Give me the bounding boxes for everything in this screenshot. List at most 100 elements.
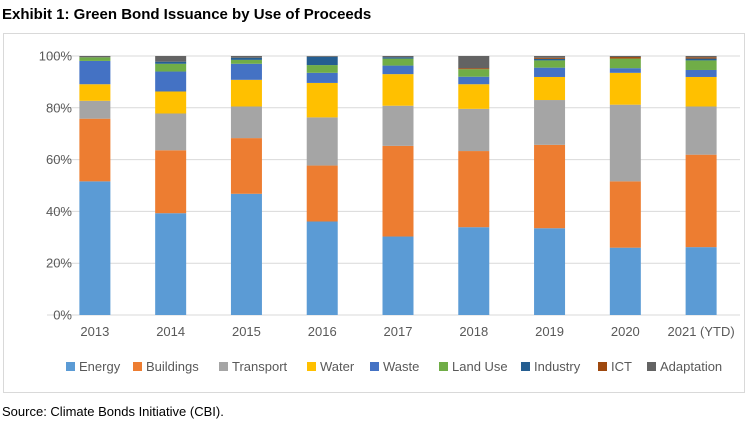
bar-segment-water [306, 82, 338, 118]
bar-segment-water [155, 91, 187, 114]
bar-segment-industry [534, 58, 566, 61]
bar-segment-energy [609, 247, 641, 315]
bar-segment-water [230, 79, 262, 107]
bar-segment-transport [79, 100, 111, 119]
bar-segment-waste [534, 67, 566, 77]
bar-segment-land-use [306, 65, 338, 73]
x-tick-label: 2019 [535, 324, 564, 339]
bar-segment-energy [458, 227, 490, 315]
bar-segment-land-use [534, 60, 566, 68]
bar-segment-adaptation [382, 56, 414, 58]
bar-segment-water [382, 74, 414, 106]
bar-segment-energy [534, 228, 566, 315]
bar-segment-transport [609, 104, 641, 182]
stacked-bar-chart: 0% 20% 40% 60% 80% 100% 2013 2014 2015 2016 2017 20… [39, 49, 740, 374]
bar-segment-transport [155, 113, 187, 151]
bar-segment-land-use [230, 59, 262, 64]
source-note: Source: Climate Bonds Initiative (CBI). [2, 404, 224, 419]
x-tick-label: 2018 [459, 324, 488, 339]
y-tick-label: 60% [46, 152, 72, 167]
bar-segment-waste [306, 72, 338, 83]
bar-segment-waste [382, 65, 414, 75]
x-tick-label: 2020 [611, 324, 640, 339]
bar-segment-buildings [609, 181, 641, 248]
bar-segment-land-use [609, 58, 641, 69]
legend-label: Transport [232, 359, 288, 374]
y-tick-label: 20% [46, 256, 72, 271]
legend-label: Land Use [452, 359, 508, 374]
bar-segment-adaptation [458, 56, 490, 69]
x-tick-label: 2017 [384, 324, 413, 339]
bar-segment-land-use [155, 63, 187, 72]
y-tick-label: 40% [46, 204, 72, 219]
legend-swatch [66, 362, 75, 371]
bar-segment-waste [685, 69, 717, 77]
y-tick-label: 0% [53, 308, 72, 323]
legend-label: ICT [611, 359, 632, 374]
legend-swatch [439, 362, 448, 371]
bar-segment-ict [609, 57, 641, 59]
legend-label: Industry [534, 359, 581, 374]
bar-segment-waste [79, 60, 111, 85]
bar-segment-transport [685, 106, 717, 155]
bar-segment-waste [230, 63, 262, 80]
legend-swatch [598, 362, 607, 371]
bar-segment-industry [685, 58, 717, 61]
bar-segment-buildings [306, 165, 338, 222]
bar-segment-industry [382, 57, 414, 59]
bar-segment-buildings [685, 154, 717, 248]
y-tick-label: 100% [39, 49, 73, 64]
bar-segment-buildings [534, 144, 566, 229]
bar-segment-land-use [458, 69, 490, 77]
bar-segment-water [458, 84, 490, 109]
bar-segment-industry [155, 61, 187, 64]
bar-segment-buildings [79, 118, 111, 182]
x-tick-label: 2021 (YTD) [668, 324, 735, 339]
x-tick-label: 2016 [308, 324, 337, 339]
legend-swatch [307, 362, 316, 371]
bar-segment-transport [230, 106, 262, 139]
bar-segment-adaptation [534, 56, 566, 58]
bar-segment-energy [685, 247, 717, 315]
bar-segment-ict [458, 68, 490, 70]
bar-segment-ict [685, 57, 717, 59]
bar-segment-land-use [382, 58, 414, 66]
bar-segment-energy [230, 193, 262, 315]
bar-segment-land-use [685, 60, 717, 70]
legend-swatch [647, 362, 656, 371]
bar-segment-land-use [79, 57, 111, 61]
bar-segment-buildings [155, 150, 187, 214]
bar-segment-water [534, 76, 566, 101]
chart-frame [3, 33, 745, 393]
bar-segment-adaptation [155, 56, 187, 62]
legend-swatch [133, 362, 142, 371]
legend-swatch [370, 362, 379, 371]
bar-segment-adaptation [79, 56, 111, 58]
bar-segment-industry [306, 56, 338, 66]
bar-segment-buildings [458, 151, 490, 228]
bar-segment-adaptation [306, 56, 338, 57]
bar-segment-buildings [382, 145, 414, 237]
bar-segment-industry [230, 57, 262, 60]
bar-segment-water [79, 84, 111, 101]
bar-segment-waste [609, 68, 641, 73]
bar-segment-buildings [230, 138, 262, 194]
bar-segment-ict [534, 57, 566, 59]
x-tick-label: 2013 [80, 324, 109, 339]
legend-label: Buildings [146, 359, 199, 374]
bar-segment-water [609, 72, 641, 105]
bar-segment-energy [382, 236, 414, 315]
bar-segment-waste [458, 76, 490, 85]
bar-segment-transport [306, 117, 338, 166]
x-tick-label: 2014 [156, 324, 185, 339]
bar-segment-energy [155, 213, 187, 315]
bar-segment-adaptation [609, 56, 641, 58]
x-tick-label: 2015 [232, 324, 261, 339]
bar-segment-transport [458, 108, 490, 152]
bar-segment-adaptation [230, 56, 262, 58]
bar-segment-adaptation [685, 56, 717, 58]
legend-label: Energy [79, 359, 121, 374]
legend-label: Waste [383, 359, 419, 374]
legend-swatch [219, 362, 228, 371]
y-tick-label: 80% [46, 100, 72, 115]
